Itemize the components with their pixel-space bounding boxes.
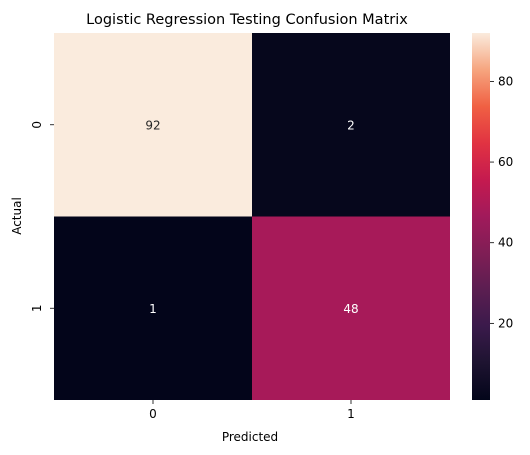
colorbar-tick-label: 80	[498, 74, 513, 88]
y-tick-label: 1	[30, 304, 44, 312]
cell-value-label: 1	[149, 302, 157, 316]
heatmap-cell	[54, 33, 252, 217]
heatmap-cell	[252, 33, 450, 217]
x-tick-label: 1	[347, 407, 355, 421]
y-axis-label: Actual	[10, 197, 24, 235]
heatmap-cell	[252, 216, 450, 400]
chart-title: Logistic Regression Testing Confusion Ma…	[86, 12, 408, 28]
colorbar-tick-label: 20	[498, 316, 513, 330]
cell-value-label: 2	[347, 118, 355, 132]
heatmap-cell	[54, 216, 252, 400]
x-axis-label: Predicted	[222, 430, 278, 444]
colorbar-tick-label: 60	[498, 155, 513, 169]
heatmap-cell-labels: 92 2 1 48	[145, 118, 358, 316]
y-axis: 01	[30, 121, 54, 312]
cell-value-label: 48	[343, 302, 358, 316]
colorbar-ticks: 20 40 60 80	[490, 74, 513, 330]
cell-value-label: 92	[145, 118, 160, 132]
heatmap-cells	[54, 33, 450, 400]
y-tick-label: 0	[30, 121, 44, 129]
colorbar-tick-label: 40	[498, 236, 513, 250]
x-tick-label: 0	[149, 407, 157, 421]
colorbar	[472, 33, 490, 400]
